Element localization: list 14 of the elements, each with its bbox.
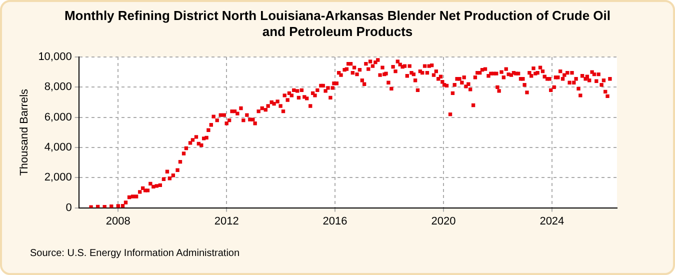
- chart-title: Monthly Refining District North Louisiana-Arkansas Blender Net Production of Crude Oil and Petroleum Products: [63, 8, 612, 40]
- y-tick-label: 4,000: [44, 142, 72, 154]
- y-tick-label: 8,000: [44, 81, 72, 94]
- y-axis-title: Thousand Barrels: [18, 88, 31, 176]
- source-note: Source: U.S. Energy Information Administration: [30, 248, 240, 259]
- y-tick-label: 2,000: [44, 172, 72, 184]
- x-tick-label: 2008: [106, 215, 130, 228]
- x-tick-label: 2020: [431, 215, 456, 228]
- x-tick-label: 2016: [322, 215, 348, 228]
- y-tick-label: 0: [66, 202, 72, 214]
- x-tick-label: 2024: [540, 215, 564, 228]
- y-tick-label: 6,000: [44, 111, 72, 124]
- x-tick-label: 2012: [214, 215, 239, 228]
- y-tick-label: 10,000: [38, 51, 72, 64]
